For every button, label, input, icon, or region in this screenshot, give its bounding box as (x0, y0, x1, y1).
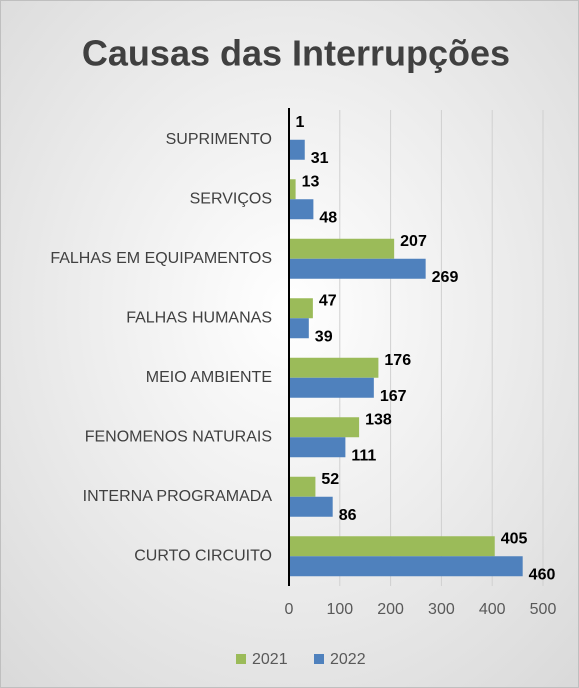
x-tick-label: 100 (326, 601, 353, 618)
data-label: 47 (319, 292, 337, 309)
bar (289, 318, 309, 339)
data-label: 207 (400, 233, 427, 250)
data-label: 86 (339, 507, 357, 524)
data-label: 167 (380, 388, 407, 405)
bar (289, 476, 316, 497)
bar (289, 536, 495, 557)
bar (289, 437, 346, 458)
x-tick-label: 200 (377, 601, 404, 618)
y-tick-label: FALHAS HUMANAS (126, 309, 272, 326)
y-tick-label: FALHAS EM EQUIPAMENTOS (50, 250, 272, 267)
data-label: 138 (365, 411, 392, 428)
bar (289, 238, 395, 259)
legend-swatch (236, 654, 246, 664)
data-label: 31 (311, 150, 329, 167)
bar (289, 556, 523, 577)
chart-title: Causas das Interrupções (82, 33, 510, 74)
x-tick-label: 400 (479, 601, 506, 618)
x-tick-label: 500 (530, 601, 557, 618)
data-label: 1 (296, 114, 305, 131)
data-label: 52 (321, 471, 339, 488)
y-tick-label: FENOMENOS NATURAIS (85, 428, 272, 445)
legend-label: 2021 (252, 651, 288, 668)
data-label: 176 (384, 352, 411, 369)
bar (289, 199, 314, 220)
data-label: 39 (315, 328, 333, 345)
bar (289, 377, 374, 398)
bar (289, 357, 379, 378)
bar (289, 258, 426, 279)
x-tick-label: 0 (285, 601, 294, 618)
legend-swatch (314, 654, 324, 664)
bar (289, 417, 360, 438)
data-label: 460 (529, 566, 556, 583)
y-tick-label: MEIO AMBIENTE (146, 369, 272, 386)
data-label: 13 (302, 173, 320, 190)
y-tick-label: SUPRIMENTO (166, 131, 272, 148)
bar (289, 179, 296, 200)
bar (289, 496, 333, 517)
legend-label: 2022 (330, 651, 366, 668)
data-label: 48 (319, 209, 337, 226)
data-label: 405 (501, 530, 528, 547)
bar (289, 298, 313, 319)
y-tick-label: SERVIÇOS (190, 190, 272, 207)
bar (289, 139, 305, 160)
x-tick-label: 300 (428, 601, 455, 618)
y-tick-label: INTERNA PROGRAMADA (83, 488, 273, 505)
data-label: 269 (432, 269, 459, 286)
data-label: 111 (351, 447, 376, 464)
y-tick-label: CURTO CIRCUITO (134, 547, 272, 564)
